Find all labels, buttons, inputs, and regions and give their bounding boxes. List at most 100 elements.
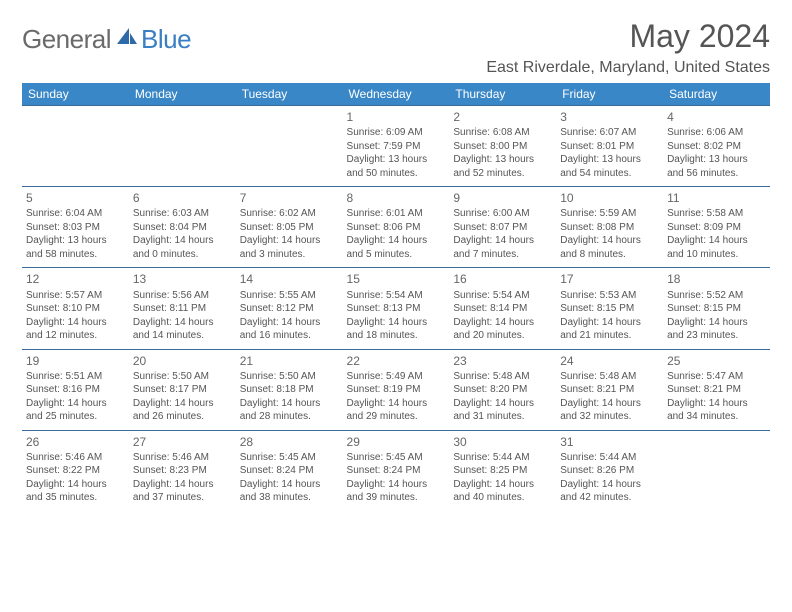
daylight-line-2: and 18 minutes. [347, 329, 446, 343]
sunrise-line: Sunrise: 5:48 AM [560, 370, 659, 384]
day-header: Tuesday [236, 83, 343, 106]
sunset-line: Sunset: 8:26 PM [560, 464, 659, 478]
sunset-line: Sunset: 8:06 PM [347, 221, 446, 235]
day-number: 31 [560, 434, 659, 450]
day-header: Wednesday [343, 83, 450, 106]
sunrise-line: Sunrise: 6:00 AM [453, 207, 552, 221]
calendar-week: 1Sunrise: 6:09 AMSunset: 7:59 PMDaylight… [22, 106, 770, 187]
daylight-line-2: and 38 minutes. [240, 491, 339, 505]
sunset-line: Sunset: 8:15 PM [560, 302, 659, 316]
daylight-line-1: Daylight: 13 hours [560, 153, 659, 167]
sunrise-line: Sunrise: 5:56 AM [133, 289, 232, 303]
calendar-day: 30Sunrise: 5:44 AMSunset: 8:25 PMDayligh… [449, 430, 556, 511]
daylight-line-1: Daylight: 14 hours [26, 478, 125, 492]
sunrise-line: Sunrise: 5:47 AM [667, 370, 766, 384]
calendar-day: 21Sunrise: 5:50 AMSunset: 8:18 PMDayligh… [236, 349, 343, 430]
calendar-day: 13Sunrise: 5:56 AMSunset: 8:11 PMDayligh… [129, 268, 236, 349]
calendar-day-empty [663, 430, 770, 511]
calendar-day: 14Sunrise: 5:55 AMSunset: 8:12 PMDayligh… [236, 268, 343, 349]
day-number: 23 [453, 353, 552, 369]
sunset-line: Sunset: 7:59 PM [347, 140, 446, 154]
day-number: 22 [347, 353, 446, 369]
sunrise-line: Sunrise: 5:53 AM [560, 289, 659, 303]
day-number: 24 [560, 353, 659, 369]
day-number: 20 [133, 353, 232, 369]
daylight-line-1: Daylight: 14 hours [453, 397, 552, 411]
daylight-line-2: and 10 minutes. [667, 248, 766, 262]
daylight-line-2: and 21 minutes. [560, 329, 659, 343]
daylight-line-1: Daylight: 14 hours [133, 397, 232, 411]
daylight-line-2: and 7 minutes. [453, 248, 552, 262]
daylight-line-1: Daylight: 14 hours [667, 316, 766, 330]
day-header: Sunday [22, 83, 129, 106]
calendar-day: 1Sunrise: 6:09 AMSunset: 7:59 PMDaylight… [343, 106, 450, 187]
daylight-line-2: and 16 minutes. [240, 329, 339, 343]
daylight-line-1: Daylight: 14 hours [347, 397, 446, 411]
day-number: 27 [133, 434, 232, 450]
sunrise-line: Sunrise: 5:59 AM [560, 207, 659, 221]
calendar-day: 12Sunrise: 5:57 AMSunset: 8:10 PMDayligh… [22, 268, 129, 349]
daylight-line-2: and 40 minutes. [453, 491, 552, 505]
sunrise-line: Sunrise: 6:06 AM [667, 126, 766, 140]
daylight-line-2: and 23 minutes. [667, 329, 766, 343]
page-title: May 2024 [486, 18, 770, 55]
daylight-line-1: Daylight: 14 hours [26, 316, 125, 330]
calendar-week: 26Sunrise: 5:46 AMSunset: 8:22 PMDayligh… [22, 430, 770, 511]
day-number: 10 [560, 190, 659, 206]
calendar-day-empty [22, 106, 129, 187]
day-number: 28 [240, 434, 339, 450]
sunset-line: Sunset: 8:10 PM [26, 302, 125, 316]
sunset-line: Sunset: 8:17 PM [133, 383, 232, 397]
calendar-day: 19Sunrise: 5:51 AMSunset: 8:16 PMDayligh… [22, 349, 129, 430]
sunset-line: Sunset: 8:22 PM [26, 464, 125, 478]
day-header: Monday [129, 83, 236, 106]
sunset-line: Sunset: 8:03 PM [26, 221, 125, 235]
sunrise-line: Sunrise: 5:54 AM [347, 289, 446, 303]
calendar-day: 29Sunrise: 5:45 AMSunset: 8:24 PMDayligh… [343, 430, 450, 511]
daylight-line-1: Daylight: 14 hours [347, 234, 446, 248]
calendar-day: 3Sunrise: 6:07 AMSunset: 8:01 PMDaylight… [556, 106, 663, 187]
daylight-line-1: Daylight: 14 hours [26, 397, 125, 411]
header: General Blue May 2024 East Riverdale, Ma… [22, 18, 770, 77]
daylight-line-1: Daylight: 13 hours [667, 153, 766, 167]
sunrise-line: Sunrise: 6:03 AM [133, 207, 232, 221]
location-label: East Riverdale, Maryland, United States [486, 59, 770, 77]
daylight-line-1: Daylight: 14 hours [560, 234, 659, 248]
calendar-day: 22Sunrise: 5:49 AMSunset: 8:19 PMDayligh… [343, 349, 450, 430]
sunset-line: Sunset: 8:14 PM [453, 302, 552, 316]
calendar-day: 26Sunrise: 5:46 AMSunset: 8:22 PMDayligh… [22, 430, 129, 511]
calendar-day: 16Sunrise: 5:54 AMSunset: 8:14 PMDayligh… [449, 268, 556, 349]
sunrise-line: Sunrise: 6:09 AM [347, 126, 446, 140]
daylight-line-1: Daylight: 14 hours [240, 478, 339, 492]
day-header: Saturday [663, 83, 770, 106]
daylight-line-1: Daylight: 14 hours [133, 234, 232, 248]
day-number: 13 [133, 271, 232, 287]
daylight-line-2: and 39 minutes. [347, 491, 446, 505]
daylight-line-2: and 12 minutes. [26, 329, 125, 343]
sunrise-line: Sunrise: 5:44 AM [560, 451, 659, 465]
daylight-line-1: Daylight: 14 hours [560, 478, 659, 492]
daylight-line-2: and 37 minutes. [133, 491, 232, 505]
calendar-table: SundayMondayTuesdayWednesdayThursdayFrid… [22, 83, 770, 511]
day-number: 4 [667, 109, 766, 125]
title-block: May 2024 East Riverdale, Maryland, Unite… [486, 18, 770, 77]
daylight-line-1: Daylight: 14 hours [347, 316, 446, 330]
daylight-line-1: Daylight: 14 hours [667, 234, 766, 248]
day-number: 11 [667, 190, 766, 206]
day-number: 21 [240, 353, 339, 369]
sunset-line: Sunset: 8:08 PM [560, 221, 659, 235]
day-header: Friday [556, 83, 663, 106]
daylight-line-1: Daylight: 14 hours [133, 478, 232, 492]
sunrise-line: Sunrise: 6:07 AM [560, 126, 659, 140]
day-number: 9 [453, 190, 552, 206]
sunset-line: Sunset: 8:15 PM [667, 302, 766, 316]
daylight-line-2: and 5 minutes. [347, 248, 446, 262]
sunset-line: Sunset: 8:09 PM [667, 221, 766, 235]
sunrise-line: Sunrise: 5:50 AM [133, 370, 232, 384]
daylight-line-2: and 56 minutes. [667, 167, 766, 181]
daylight-line-2: and 54 minutes. [560, 167, 659, 181]
sunset-line: Sunset: 8:24 PM [240, 464, 339, 478]
calendar-week: 19Sunrise: 5:51 AMSunset: 8:16 PMDayligh… [22, 349, 770, 430]
day-number: 29 [347, 434, 446, 450]
calendar-day-empty [236, 106, 343, 187]
